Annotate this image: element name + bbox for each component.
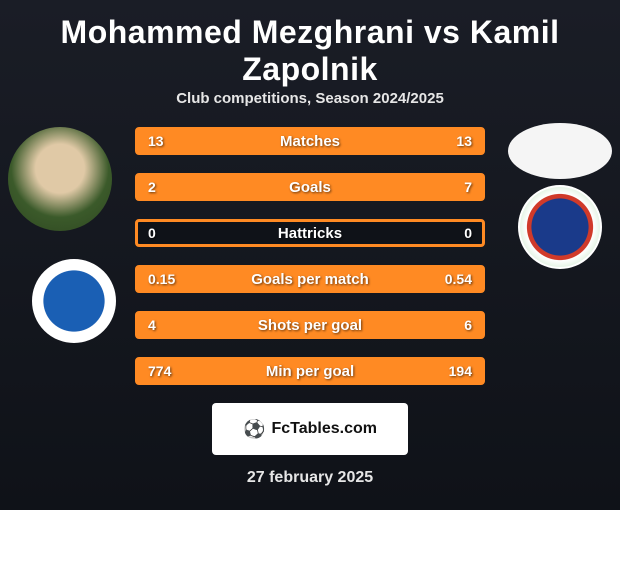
club-right-badge: [518, 185, 602, 269]
date: 27 february 2025: [0, 455, 620, 487]
brand-badge[interactable]: ⚽ FcTables.com: [212, 403, 408, 455]
stat-label: Shots per goal: [138, 317, 482, 334]
stat-row: 0.150.54Goals per match: [135, 265, 485, 293]
stat-label: Min per goal: [138, 363, 482, 380]
stat-row: 1313Matches: [135, 127, 485, 155]
stat-bars: 1313Matches 27Goals 00Hattricks 0.150.54Goa…: [135, 123, 485, 385]
player-right-avatar: [508, 123, 612, 179]
comparison-card: Mohammed Mezghrani vs Kamil Zapolnik Clu…: [0, 0, 620, 510]
player-left-avatar: [8, 127, 112, 231]
stat-row: 46Shots per goal: [135, 311, 485, 339]
brand-text: FcTables.com: [271, 420, 377, 438]
club-left-badge: [32, 259, 116, 343]
stat-label: Hattricks: [138, 225, 482, 242]
stat-row: 00Hattricks: [135, 219, 485, 247]
stat-label: Matches: [138, 133, 482, 150]
subtitle: Club competitions, Season 2024/2025: [0, 90, 620, 123]
stat-row: 774194Min per goal: [135, 357, 485, 385]
stat-label: Goals: [138, 179, 482, 196]
page-title: Mohammed Mezghrani vs Kamil Zapolnik: [0, 0, 620, 90]
stat-row: 27Goals: [135, 173, 485, 201]
brand-icon: ⚽: [243, 419, 265, 440]
stat-label: Goals per match: [138, 271, 482, 288]
body: 1313Matches 27Goals 00Hattricks 0.150.54Goa…: [0, 123, 620, 487]
